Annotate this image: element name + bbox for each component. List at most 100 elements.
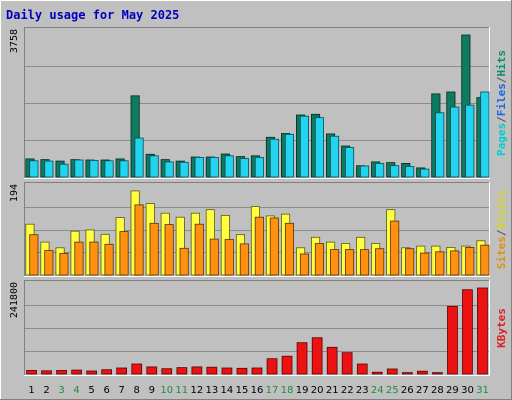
- bar-sites-day-27: [420, 252, 430, 276]
- bar-sites-day-29: [450, 250, 460, 276]
- bar-kbytes-day-1: [26, 369, 37, 375]
- bar-sites-day-3: [59, 253, 69, 276]
- x-axis-day-labels: 1 2 3 4 5 6 7 8 9 10 11 12 13 14 15 16 17 18 19 20 21 22 23 24 2…: [28, 385, 489, 396]
- bar-pages-day-6: [104, 160, 114, 178]
- x-label-day-29: 29: [446, 385, 459, 396]
- bar-pages-day-29: [450, 106, 460, 178]
- bar-kbytes-day-17: [266, 358, 278, 375]
- bar-kbytes-day-31: [477, 287, 488, 375]
- x-label-day-23: 23: [356, 385, 369, 396]
- bar-pages-day-12: [194, 156, 204, 178]
- chart-title: Daily usage for May 2025: [6, 8, 179, 22]
- x-label-day-25: 25: [386, 385, 399, 396]
- bar-kbytes-day-14: [221, 367, 233, 375]
- bar-sites-day-23: [359, 249, 370, 276]
- bar-sites-day-15: [239, 243, 249, 276]
- bar-sites-day-24: [375, 248, 385, 276]
- panel-bottom: 241800: [9, 280, 490, 376]
- bar-kbytes-day-8: [131, 363, 143, 375]
- bar-pages-day-2: [44, 160, 54, 178]
- legend-part: Hits: [495, 50, 508, 77]
- legend-part: KBytes: [495, 308, 508, 348]
- bar-kbytes-day-26: [401, 372, 413, 375]
- panel-middle: 194: [9, 182, 490, 277]
- bar-kbytes-day-21: [326, 346, 338, 375]
- bar-kbytes-day-6: [101, 369, 112, 375]
- bar-pages-day-30: [465, 104, 475, 178]
- x-label-day-14: 14: [221, 385, 234, 396]
- x-label-day-21: 21: [326, 385, 339, 396]
- bar-pages-day-20: [314, 117, 324, 178]
- legend-part: Sites: [495, 236, 508, 269]
- bar-pages-day-15: [239, 158, 249, 178]
- bar-sites-day-7: [119, 231, 129, 276]
- bar-sites-day-18: [284, 222, 294, 276]
- chart-panels: 3758 194 241800: [9, 27, 490, 376]
- legend-part: Files: [495, 83, 508, 116]
- bar-pages-day-10: [164, 161, 174, 178]
- panel-bottom-axis-max-label: 241800: [9, 282, 20, 318]
- bar-sites-day-12: [194, 223, 204, 276]
- bar-kbytes-day-20: [311, 337, 323, 375]
- bar-kbytes-day-5: [86, 370, 97, 375]
- x-label-day-18: 18: [281, 385, 294, 396]
- bar-sites-day-8: [134, 204, 144, 276]
- bar-kbytes-day-2: [41, 370, 52, 375]
- x-label-day-5: 5: [88, 385, 94, 396]
- bar-pages-day-19: [299, 115, 309, 178]
- legend-part: Pages: [495, 123, 508, 156]
- bar-sites-day-11: [179, 247, 189, 276]
- bar-sites-day-20: [314, 243, 324, 276]
- x-label-day-28: 28: [431, 385, 444, 396]
- legend-part: /: [495, 76, 508, 83]
- x-label-day-3: 3: [58, 385, 64, 396]
- bar-pages-day-7: [119, 160, 129, 178]
- bar-pages-day-16: [254, 156, 264, 178]
- bar-sites-day-19: [299, 253, 309, 276]
- x-label-day-12: 12: [191, 385, 204, 396]
- bar-kbytes-day-3: [56, 369, 67, 375]
- x-label-day-30: 30: [461, 385, 474, 396]
- bar-sites-day-14: [224, 239, 234, 276]
- x-label-day-17: 17: [266, 385, 279, 396]
- x-label-day-19: 19: [296, 385, 309, 396]
- bar-sites-day-30: [465, 246, 475, 276]
- bar-sites-day-31: [480, 244, 490, 276]
- bar-pages-day-13: [209, 156, 219, 178]
- series-sites: [29, 204, 490, 276]
- bar-sites-day-17: [269, 217, 279, 276]
- bar-pages-day-23: [359, 165, 370, 178]
- panel-bottom-legend: KBytes: [495, 308, 508, 348]
- x-label-day-22: 22: [341, 385, 354, 396]
- x-label-day-8: 8: [134, 385, 140, 396]
- bar-kbytes-day-9: [146, 366, 158, 375]
- bar-kbytes-day-13: [206, 366, 218, 375]
- panel-middle-legend: Sites/Visits: [495, 190, 508, 270]
- bar-pages-day-8: [134, 137, 144, 178]
- bar-pages-day-28: [435, 112, 445, 178]
- bar-pages-day-4: [74, 159, 84, 178]
- x-label-day-27: 27: [416, 385, 429, 396]
- legend-part: Visits: [495, 190, 508, 230]
- bar-kbytes-day-30: [462, 289, 473, 375]
- x-label-day-24: 24: [371, 385, 384, 396]
- x-label-day-10: 10: [160, 385, 173, 396]
- bar-sites-day-28: [435, 251, 445, 276]
- x-label-day-15: 15: [236, 385, 249, 396]
- legend-part: /: [495, 116, 508, 123]
- bar-pages-day-26: [405, 165, 415, 178]
- bar-sites-day-21: [329, 249, 340, 276]
- series-kbytes: [26, 287, 488, 375]
- panel-middle-axis-max-label: 194: [9, 184, 20, 202]
- bar-pages-day-9: [149, 155, 159, 178]
- x-label-day-7: 7: [119, 385, 125, 396]
- bar-kbytes-day-18: [281, 355, 293, 375]
- x-label-day-13: 13: [206, 385, 219, 396]
- bar-sites-day-10: [164, 224, 174, 276]
- bar-kbytes-day-15: [236, 367, 248, 375]
- bar-kbytes-day-22: [341, 352, 353, 375]
- bar-sites-day-6: [104, 243, 114, 276]
- x-label-day-4: 4: [73, 385, 79, 396]
